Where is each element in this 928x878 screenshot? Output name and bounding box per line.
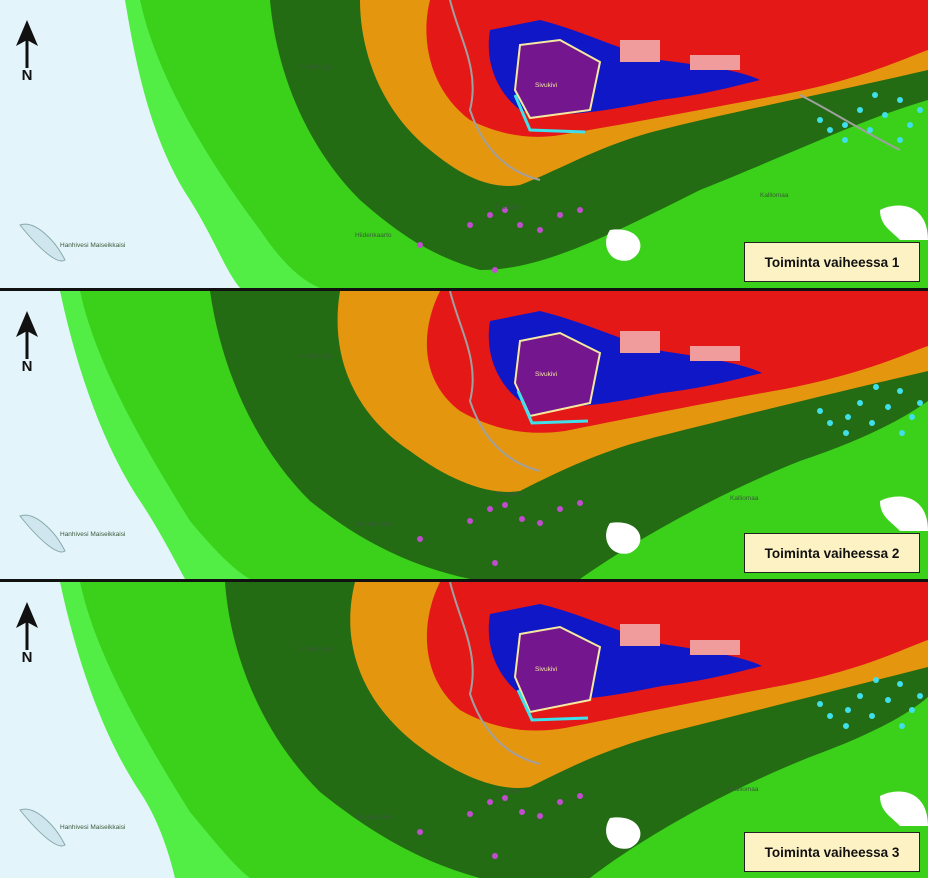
noise-zone-map <box>0 291 928 579</box>
noise-zone-map <box>0 582 928 878</box>
place-label-east-village: Kalliomaa <box>730 786 759 793</box>
place-label-south-hill: Hiidenkaarto <box>355 232 392 239</box>
pit-edge <box>516 689 589 722</box>
water-area <box>0 291 185 579</box>
place-label-pit: Sivukivi <box>535 371 558 378</box>
building-block <box>620 624 660 646</box>
panel-divider <box>0 288 928 291</box>
place-label-hill: Hanhiharju <box>300 353 332 360</box>
pit-area <box>513 625 602 714</box>
place-label-lake: Hanhivesi Maiseikkaisi <box>60 531 126 538</box>
north-arrow-icon: N <box>12 20 42 84</box>
magenta-receptors <box>417 500 583 566</box>
north-arrow-icon: N <box>12 602 42 666</box>
pit-area <box>513 38 602 120</box>
place-label-lake: Hanhivesi Maiseikkaisi <box>60 242 126 249</box>
cyan-receptors <box>817 92 923 143</box>
place-label-lake: Hanhivesi Maiseikkaisi <box>60 824 126 831</box>
road <box>449 582 541 765</box>
road <box>799 94 901 151</box>
place-label-hill: Hanhiharju <box>300 64 332 71</box>
svg-text:N: N <box>22 358 33 373</box>
place-label-south-hill: Hiidenkaarto <box>355 814 392 821</box>
place-label-pit: Sivukivi <box>535 82 558 89</box>
building-block <box>690 55 740 70</box>
lake <box>19 514 66 553</box>
lake <box>19 223 66 262</box>
water-area <box>0 0 240 288</box>
clearing <box>606 229 641 261</box>
building-block <box>690 640 740 655</box>
map-panel-phase-1: N Hanhivesi Maiseikkaisi Hanhiharju Hiid… <box>0 0 928 288</box>
magenta-receptors <box>417 207 583 273</box>
water-area <box>0 582 175 878</box>
pit-edge <box>516 390 589 425</box>
cyan-receptors <box>817 384 923 436</box>
place-label-south-ridge: Murtokivi <box>495 204 522 211</box>
building-block <box>620 40 660 62</box>
pit-area <box>513 331 602 418</box>
place-label-south-hill: Hiidenkaarto <box>355 521 392 528</box>
road <box>449 291 541 472</box>
noise-zone-map <box>0 0 928 288</box>
place-label-hill: Hanhiharju <box>300 646 332 653</box>
cyan-receptors <box>817 677 923 729</box>
clearing <box>606 817 641 849</box>
pit-edge <box>513 94 586 134</box>
place-label-east-village: Kalliomaa <box>730 495 759 502</box>
phase-caption: Toiminta vaiheessa 1 <box>744 242 920 282</box>
phase-caption: Toiminta vaiheessa 2 <box>744 533 920 573</box>
map-panel-phase-2: N Hanhivesi Maiseikkaisi Hanhiharju Hiid… <box>0 291 928 579</box>
clearing <box>880 496 928 531</box>
lake <box>19 808 66 847</box>
magenta-receptors <box>417 793 583 859</box>
place-label-south-ridge: Murtokivi <box>495 491 522 498</box>
building-block <box>620 331 660 353</box>
road <box>449 0 541 181</box>
clearing <box>606 522 641 554</box>
phase-caption: Toiminta vaiheessa 3 <box>744 832 920 872</box>
clearing <box>880 791 928 826</box>
north-arrow-icon: N <box>12 311 42 375</box>
svg-text:N: N <box>22 649 33 664</box>
svg-text:N: N <box>22 67 33 82</box>
place-label-south-ridge: Murtokivi <box>495 788 522 795</box>
map-panel-phase-3: N Hanhivesi Maiseikkaisi Hanhiharju Hiid… <box>0 582 928 878</box>
panel-divider <box>0 579 928 582</box>
place-label-east-village: Kalliomaa <box>760 192 789 199</box>
clearing <box>880 205 928 240</box>
building-block <box>690 346 740 361</box>
place-label-pit: Sivukivi <box>535 666 558 673</box>
